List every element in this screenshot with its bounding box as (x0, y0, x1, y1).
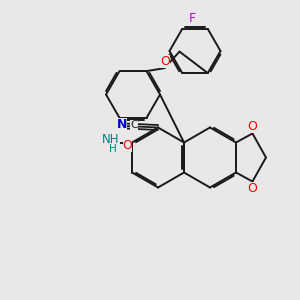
Text: O: O (248, 182, 257, 195)
Text: O: O (248, 120, 257, 134)
Text: F: F (188, 12, 196, 26)
Text: NH: NH (102, 133, 120, 146)
Text: O: O (160, 55, 170, 68)
Text: H: H (109, 144, 116, 154)
Text: C: C (130, 120, 138, 130)
Text: O: O (123, 139, 133, 152)
Text: N: N (117, 118, 127, 131)
